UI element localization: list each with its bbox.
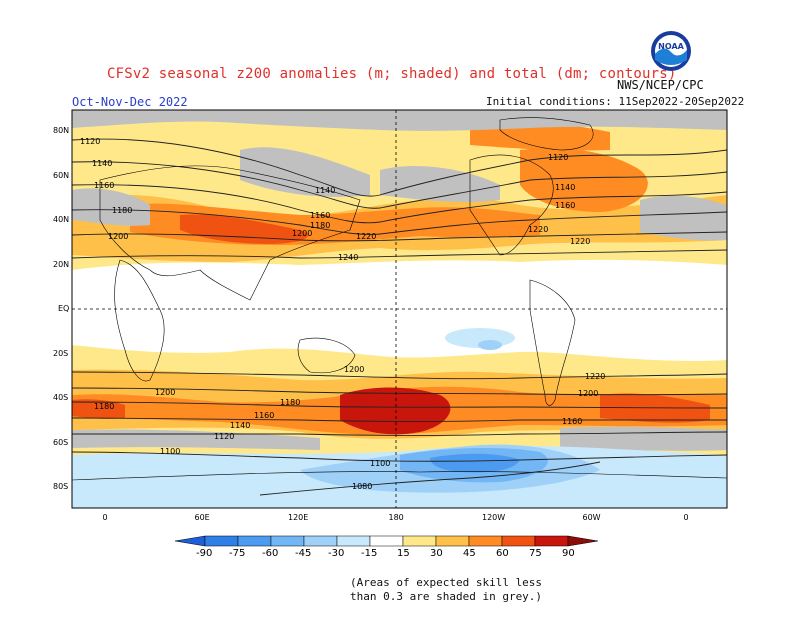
colorbar-segment-3 (270, 535, 305, 547)
colorbar-label-1: -75 (229, 548, 246, 559)
colorbar-arrow-right (567, 535, 599, 547)
noaa-logo-icon: NOAA (651, 31, 691, 71)
svg-text:1140: 1140 (92, 159, 112, 168)
lon-label-4: 120W (482, 513, 506, 522)
colorbar-label-6: 15 (397, 548, 410, 559)
svg-text:1120: 1120 (548, 153, 568, 162)
colorbar-segment-10 (501, 535, 536, 547)
lat-label-20n: 20N (53, 259, 70, 269)
lat-label-60s: 60S (53, 437, 69, 447)
svg-text:1220: 1220 (585, 372, 605, 381)
svg-text:1160: 1160 (94, 181, 114, 190)
lat-label-eq: EQ (58, 304, 70, 313)
colorbar-segment-7 (402, 535, 437, 547)
svg-text:1160: 1160 (254, 411, 274, 420)
svg-text:1220: 1220 (570, 237, 590, 246)
svg-text:1200: 1200 (344, 365, 364, 374)
svg-text:1180: 1180 (94, 402, 114, 411)
svg-text:1180: 1180 (310, 221, 330, 230)
colorbar-arrow-left (175, 535, 206, 547)
svg-text:1160: 1160 (562, 417, 582, 426)
colorbar-label-5: -15 (361, 548, 378, 559)
svg-text:1160: 1160 (555, 201, 575, 210)
lon-label-5: 60W (582, 513, 601, 522)
lon-label-2: 120E (288, 513, 309, 522)
svg-text:1120: 1120 (214, 432, 234, 441)
svg-text:1200: 1200 (155, 388, 175, 397)
svg-text:1200: 1200 (108, 232, 128, 241)
svg-text:1180: 1180 (112, 206, 132, 215)
lat-label-80s: 80S (53, 482, 69, 491)
map-frame (71, 109, 728, 509)
coastlines (72, 117, 727, 481)
lat-label-40s: 40S (53, 393, 69, 402)
forecast-period: Oct-Nov-Dec 2022 (72, 95, 188, 109)
map-field: 1120 1140 1160 1180 1200 1220 1240 1100 … (72, 110, 727, 508)
svg-text:1200: 1200 (578, 389, 598, 398)
svg-text:1140: 1140 (315, 186, 335, 195)
colorbar-label-0: -90 (196, 548, 213, 559)
svg-text:1080: 1080 (352, 482, 372, 491)
colorbar-label-7: 30 (430, 548, 443, 559)
colorbar-label-8: 45 (463, 548, 476, 559)
colorbar (175, 535, 599, 547)
svg-text:1160: 1160 (310, 211, 330, 220)
colorbar-label-2: -60 (262, 548, 279, 559)
colorbar-segment-2 (237, 535, 272, 547)
initial-conditions: Initial conditions: 11Sep2022-20Sep2022 (486, 95, 745, 108)
svg-text:1220: 1220 (528, 225, 548, 234)
colorbar-label-11: 90 (562, 548, 575, 559)
svg-text:1200: 1200 (292, 229, 312, 238)
skill-note: (Areas of expected skill less than 0.3 a… (350, 576, 542, 604)
chart-title: CFSv2 seasonal z200 anomalies (m; shaded… (107, 66, 677, 82)
svg-text:1220: 1220 (356, 232, 376, 241)
svg-text:1180: 1180 (280, 398, 300, 407)
svg-text:1140: 1140 (230, 421, 250, 430)
lon-label-0: 0 (102, 513, 108, 522)
lon-label-3: 180 (388, 513, 404, 522)
colorbar-segment-4 (303, 535, 338, 547)
contour-labels: 1120 1140 1160 1180 1200 1220 1240 1100 … (80, 137, 605, 491)
colorbar-segment-5 (336, 535, 371, 547)
colorbar-label-10: 75 (529, 548, 542, 559)
svg-text:1100: 1100 (370, 459, 390, 468)
lat-label-20s: 20S (53, 348, 69, 358)
svg-text:1120: 1120 (80, 137, 100, 146)
colorbar-label-9: 60 (496, 548, 509, 559)
colorbar-label-3: -45 (295, 548, 312, 559)
svg-text:NOAA: NOAA (658, 42, 684, 51)
colorbar-label-4: -30 (328, 548, 345, 559)
agency-label: NWS/NCEP/CPC (617, 78, 704, 92)
skill-note-line1: (Areas of expected skill less (350, 576, 543, 589)
svg-text:1100: 1100 (160, 447, 180, 456)
skill-note-line2: than 0.3 are shaded in grey.) (350, 590, 543, 603)
lat-label-60n: 60N (53, 170, 70, 180)
svg-text:1240: 1240 (338, 253, 358, 262)
lat-label-80n: 80N (53, 126, 70, 135)
colorbar-segment-6 (369, 535, 404, 547)
colorbar-segment-8 (435, 535, 470, 547)
lat-label-40n: 40N (53, 215, 70, 224)
colorbar-segment-9 (468, 535, 503, 547)
colorbar-segment-11 (534, 535, 569, 547)
lon-label-6: 0 (683, 513, 689, 522)
colorbar-segment-1 (204, 535, 239, 547)
svg-text:1140: 1140 (555, 183, 575, 192)
lon-label-1: 60E (194, 513, 210, 522)
